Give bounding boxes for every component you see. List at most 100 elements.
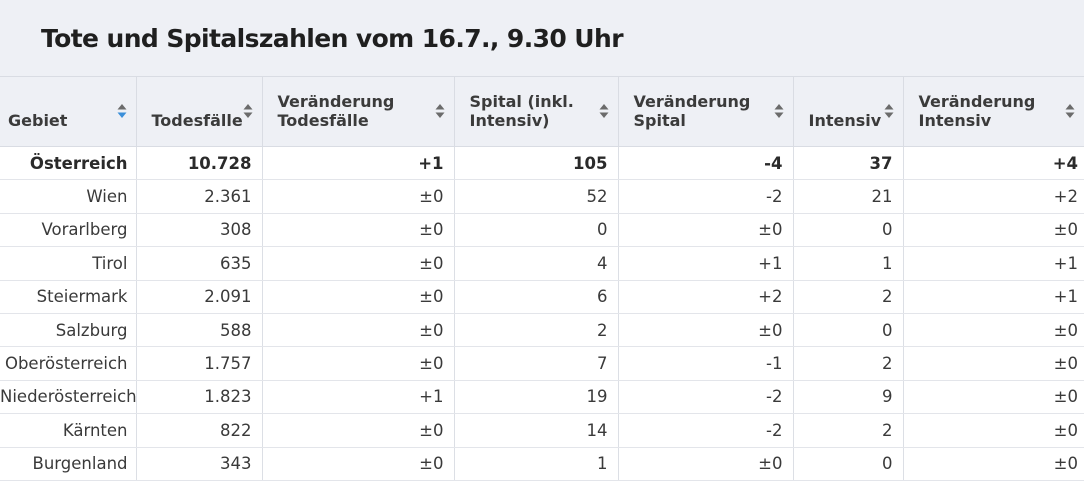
table-row: Wien 2.361 ±0 52 -2 21 +2 bbox=[0, 179, 1084, 214]
cell-todesfaelle: 2.361 bbox=[136, 179, 263, 214]
cell-intensiv: 2 bbox=[793, 413, 904, 448]
cell-todesfaelle: 343 bbox=[136, 447, 263, 481]
sort-arrows-icon[interactable] bbox=[435, 103, 445, 119]
cell-intensiv: 0 bbox=[793, 447, 904, 481]
cell-intensiv: 2 bbox=[793, 280, 904, 314]
column-header-label: Veränderung Spital bbox=[633, 92, 751, 130]
cell-todesfaelle: 635 bbox=[136, 246, 263, 281]
cell-gebiet: Vorarlberg bbox=[0, 213, 137, 248]
sort-arrows-icon[interactable] bbox=[243, 103, 253, 119]
data-table: Gebiet Todesfälle Veränderung Todesfälle Sp… bbox=[0, 76, 1084, 481]
cell-todesfaelle: 1.757 bbox=[136, 346, 263, 381]
cell-intensiv: 2 bbox=[793, 346, 904, 381]
cell-veraenderung-intensiv: ±0 bbox=[903, 213, 1084, 248]
cell-veraenderung-spital: ±0 bbox=[618, 213, 794, 248]
cell-gebiet: Steiermark bbox=[0, 280, 137, 314]
cell-veraenderung-todesfaelle: ±0 bbox=[262, 447, 455, 481]
table-header-row: Gebiet Todesfälle Veränderung Todesfälle Sp… bbox=[0, 76, 1084, 147]
column-header-label: Spital (inkl. Intensiv) bbox=[469, 92, 574, 130]
column-header-veraenderung-intensiv[interactable]: Veränderung Intensiv bbox=[903, 76, 1084, 147]
column-header-label: Veränderung Intensiv bbox=[918, 92, 1036, 130]
table-row: Steiermark 2.091 ±0 6 +2 2 +1 bbox=[0, 280, 1084, 314]
sort-arrows-icon[interactable] bbox=[599, 103, 609, 119]
cell-todesfaelle: 308 bbox=[136, 213, 263, 248]
cell-veraenderung-spital: -4 bbox=[618, 146, 794, 181]
cell-veraenderung-intensiv: ±0 bbox=[903, 447, 1084, 481]
cell-spital: 52 bbox=[454, 179, 619, 214]
column-header-label: Intensiv bbox=[808, 111, 882, 130]
cell-gebiet: Niederösterreich bbox=[0, 380, 137, 415]
cell-veraenderung-spital: -2 bbox=[618, 380, 794, 415]
column-header-label: Todesfälle bbox=[151, 111, 243, 130]
column-header-veraenderung-spital[interactable]: Veränderung Spital bbox=[618, 76, 794, 147]
cell-veraenderung-todesfaelle: ±0 bbox=[262, 346, 455, 381]
cell-veraenderung-spital: -2 bbox=[618, 179, 794, 214]
cell-veraenderung-todesfaelle: ±0 bbox=[262, 413, 455, 448]
cell-veraenderung-todesfaelle: ±0 bbox=[262, 179, 455, 214]
column-header-veraenderung-todesfaelle[interactable]: Veränderung Todesfälle bbox=[262, 76, 455, 147]
cell-veraenderung-spital: +2 bbox=[618, 280, 794, 314]
cell-spital: 2 bbox=[454, 313, 619, 348]
page-title: Tote und Spitalszahlen vom 16.7., 9.30 U… bbox=[41, 23, 624, 53]
cell-intensiv: 37 bbox=[793, 146, 904, 181]
cell-intensiv: 0 bbox=[793, 313, 904, 348]
cell-gebiet: Österreich bbox=[0, 146, 137, 181]
cell-veraenderung-intensiv: +1 bbox=[903, 280, 1084, 314]
cell-spital: 19 bbox=[454, 380, 619, 415]
cell-spital: 1 bbox=[454, 447, 619, 481]
column-header-spital[interactable]: Spital (inkl. Intensiv) bbox=[454, 76, 619, 147]
cell-intensiv: 1 bbox=[793, 246, 904, 281]
cell-veraenderung-intensiv: +4 bbox=[903, 146, 1084, 181]
cell-veraenderung-intensiv: +2 bbox=[903, 179, 1084, 214]
sort-arrows-icon[interactable] bbox=[117, 103, 127, 119]
cell-spital: 7 bbox=[454, 346, 619, 381]
cell-veraenderung-todesfaelle: +1 bbox=[262, 380, 455, 415]
cell-veraenderung-todesfaelle: ±0 bbox=[262, 246, 455, 281]
column-header-label: Gebiet bbox=[8, 111, 68, 130]
cell-veraenderung-spital: ±0 bbox=[618, 313, 794, 348]
cell-todesfaelle: 2.091 bbox=[136, 280, 263, 314]
table-body: Österreich 10.728 +1 105 -4 37 +4 Wien 2.361 ±0 52… bbox=[0, 146, 1084, 481]
cell-spital: 0 bbox=[454, 213, 619, 248]
cell-intensiv: 9 bbox=[793, 380, 904, 415]
table-row: Salzburg 588 ±0 2 ±0 0 ±0 bbox=[0, 313, 1084, 348]
table-row: Tirol 635 ±0 4 +1 1 +1 bbox=[0, 246, 1084, 281]
column-header-intensiv[interactable]: Intensiv bbox=[793, 76, 904, 147]
sort-arrows-icon[interactable] bbox=[884, 103, 894, 119]
cell-veraenderung-spital: +1 bbox=[618, 246, 794, 281]
cell-veraenderung-intensiv: +1 bbox=[903, 246, 1084, 281]
cell-veraenderung-intensiv: ±0 bbox=[903, 380, 1084, 415]
cell-gebiet: Salzburg bbox=[0, 313, 137, 348]
cell-gebiet: Tirol bbox=[0, 246, 137, 281]
cell-spital: 6 bbox=[454, 280, 619, 314]
cell-veraenderung-todesfaelle: ±0 bbox=[262, 280, 455, 314]
table-row: Österreich 10.728 +1 105 -4 37 +4 bbox=[0, 146, 1084, 181]
cell-spital: 4 bbox=[454, 246, 619, 281]
sort-arrows-icon[interactable] bbox=[1065, 103, 1075, 119]
cell-intensiv: 0 bbox=[793, 213, 904, 248]
table-row: Vorarlberg 308 ±0 0 ±0 0 ±0 bbox=[0, 213, 1084, 248]
cell-intensiv: 21 bbox=[793, 179, 904, 214]
sort-arrows-icon[interactable] bbox=[774, 103, 784, 119]
cell-veraenderung-intensiv: ±0 bbox=[903, 346, 1084, 381]
cell-veraenderung-spital: ±0 bbox=[618, 447, 794, 481]
cell-spital: 14 bbox=[454, 413, 619, 448]
column-header-gebiet[interactable]: Gebiet bbox=[0, 76, 137, 147]
cell-todesfaelle: 10.728 bbox=[136, 146, 263, 181]
cell-veraenderung-spital: -2 bbox=[618, 413, 794, 448]
cell-gebiet: Oberösterreich bbox=[0, 346, 137, 381]
table-row: Burgenland 343 ±0 1 ±0 0 ±0 bbox=[0, 447, 1084, 481]
table-row: Niederösterreich 1.823 +1 19 -2 9 ±0 bbox=[0, 380, 1084, 415]
cell-todesfaelle: 588 bbox=[136, 313, 263, 348]
cell-veraenderung-todesfaelle: +1 bbox=[262, 146, 455, 181]
table-row: Kärnten 822 ±0 14 -2 2 ±0 bbox=[0, 413, 1084, 448]
table-row: Oberösterreich 1.757 ±0 7 -1 2 ±0 bbox=[0, 346, 1084, 381]
column-header-label: Veränderung Todesfälle bbox=[277, 92, 395, 130]
cell-veraenderung-todesfaelle: ±0 bbox=[262, 313, 455, 348]
cell-veraenderung-todesfaelle: ±0 bbox=[262, 213, 455, 248]
column-header-todesfaelle[interactable]: Todesfälle bbox=[136, 76, 263, 147]
cell-gebiet: Kärnten bbox=[0, 413, 137, 448]
title-bar: Tote und Spitalszahlen vom 16.7., 9.30 U… bbox=[0, 0, 1084, 76]
cell-gebiet: Burgenland bbox=[0, 447, 137, 481]
cell-veraenderung-spital: -1 bbox=[618, 346, 794, 381]
